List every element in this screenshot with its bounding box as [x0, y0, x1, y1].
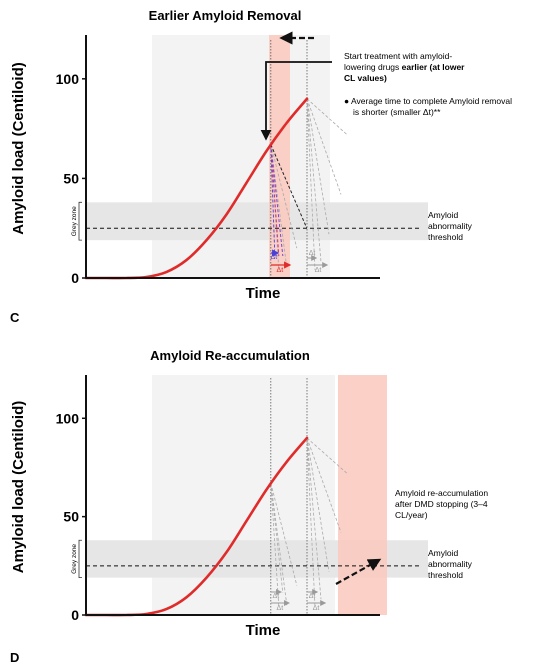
threshold-label-line: abnormality — [428, 559, 473, 569]
panel-letter: D — [10, 650, 19, 665]
y-tick-label: 50 — [63, 170, 79, 186]
annotation-line: Amyloid re-accumulation — [395, 488, 488, 498]
delta-label-grey: Δt — [309, 593, 316, 600]
delta-label-grey: Δt — [315, 267, 322, 274]
annotation-line: lowering drugs earlier (at lower — [344, 62, 465, 72]
threshold-label-line: Amyloid — [428, 548, 459, 558]
delta-label-grey: Δt — [309, 250, 316, 257]
grey-zone-bracket — [78, 201, 82, 241]
delta-label-blue: Δt — [271, 254, 278, 261]
removal-trajectory — [306, 437, 330, 572]
chart-title: Earlier Amyloid Removal — [149, 8, 302, 23]
x-axis-label: Time — [246, 622, 281, 639]
grey-zone-band — [86, 202, 428, 241]
removal-trajectory — [306, 98, 348, 135]
y-tick-label: 100 — [56, 71, 80, 87]
removal-trajectory — [270, 483, 298, 586]
earlier-removal-trajectory — [270, 144, 308, 229]
removal-trajectory — [270, 483, 280, 608]
highlight-band — [338, 375, 387, 615]
removal-trajectory — [270, 144, 298, 249]
grey-zone-bracket — [78, 539, 82, 579]
y-axis-label: Amyloid load (Centiloid) — [10, 62, 27, 235]
x-axis-label: Time — [246, 285, 281, 302]
grey-zone-label: Grey zone — [71, 544, 78, 574]
annotation-line: CL/year) — [395, 510, 428, 520]
removal-trajectory — [306, 437, 342, 533]
annotation-line: after DMD stopping (3–4 — [395, 499, 488, 509]
y-tick-label: 0 — [71, 270, 79, 286]
annotation-line: Start treatment with amyloid- — [344, 51, 452, 61]
earlier-removal-trajectory — [270, 144, 280, 257]
removal-trajectory — [270, 483, 288, 606]
threshold-label-line: threshold — [428, 570, 463, 580]
y-axis-label: Amyloid load (Centiloid) — [10, 401, 27, 574]
re-accumulation-arrow — [335, 558, 382, 585]
earlier-removal-trajectory — [270, 144, 284, 257]
chart-title: Amyloid Re-accumulation — [150, 348, 310, 363]
delta-label-red: Δt — [277, 267, 284, 274]
grey-zone-label: Grey zone — [71, 206, 78, 236]
removal-trajectory — [270, 483, 284, 594]
removal-trajectory — [306, 437, 322, 600]
annotation-bullet-line: ● Average time to complete Amyloid remov… — [344, 96, 512, 106]
background-band — [152, 375, 335, 615]
annotation-line: CL values) — [344, 73, 387, 83]
threshold-label-line: threshold — [428, 232, 463, 242]
delta-label-grey: Δt — [277, 605, 284, 612]
highlight-band — [269, 35, 290, 278]
delta-label-grey: Δt — [273, 593, 280, 600]
threshold-label-line: abnormality — [428, 221, 473, 231]
removal-trajectory — [306, 98, 322, 263]
annotation-bullet-line: is shorter (smaller Δt)** — [353, 107, 441, 117]
background-band — [152, 35, 330, 278]
start-treatment-arrow — [260, 61, 332, 141]
removal-trajectory — [306, 98, 330, 235]
removal-trajectory — [306, 437, 316, 608]
removal-trajectory — [306, 98, 342, 195]
y-tick-label: 0 — [71, 607, 79, 623]
y-tick-label: 100 — [56, 410, 80, 426]
earlier-removal-trajectory — [270, 144, 276, 257]
y-tick-label: 50 — [63, 509, 79, 525]
removal-trajectory — [306, 98, 316, 271]
removal-trajectory — [306, 437, 348, 474]
threshold-label-line: Amyloid — [428, 210, 459, 220]
delta-label-grey: Δt — [313, 605, 320, 612]
panel-letter: C — [10, 310, 20, 325]
